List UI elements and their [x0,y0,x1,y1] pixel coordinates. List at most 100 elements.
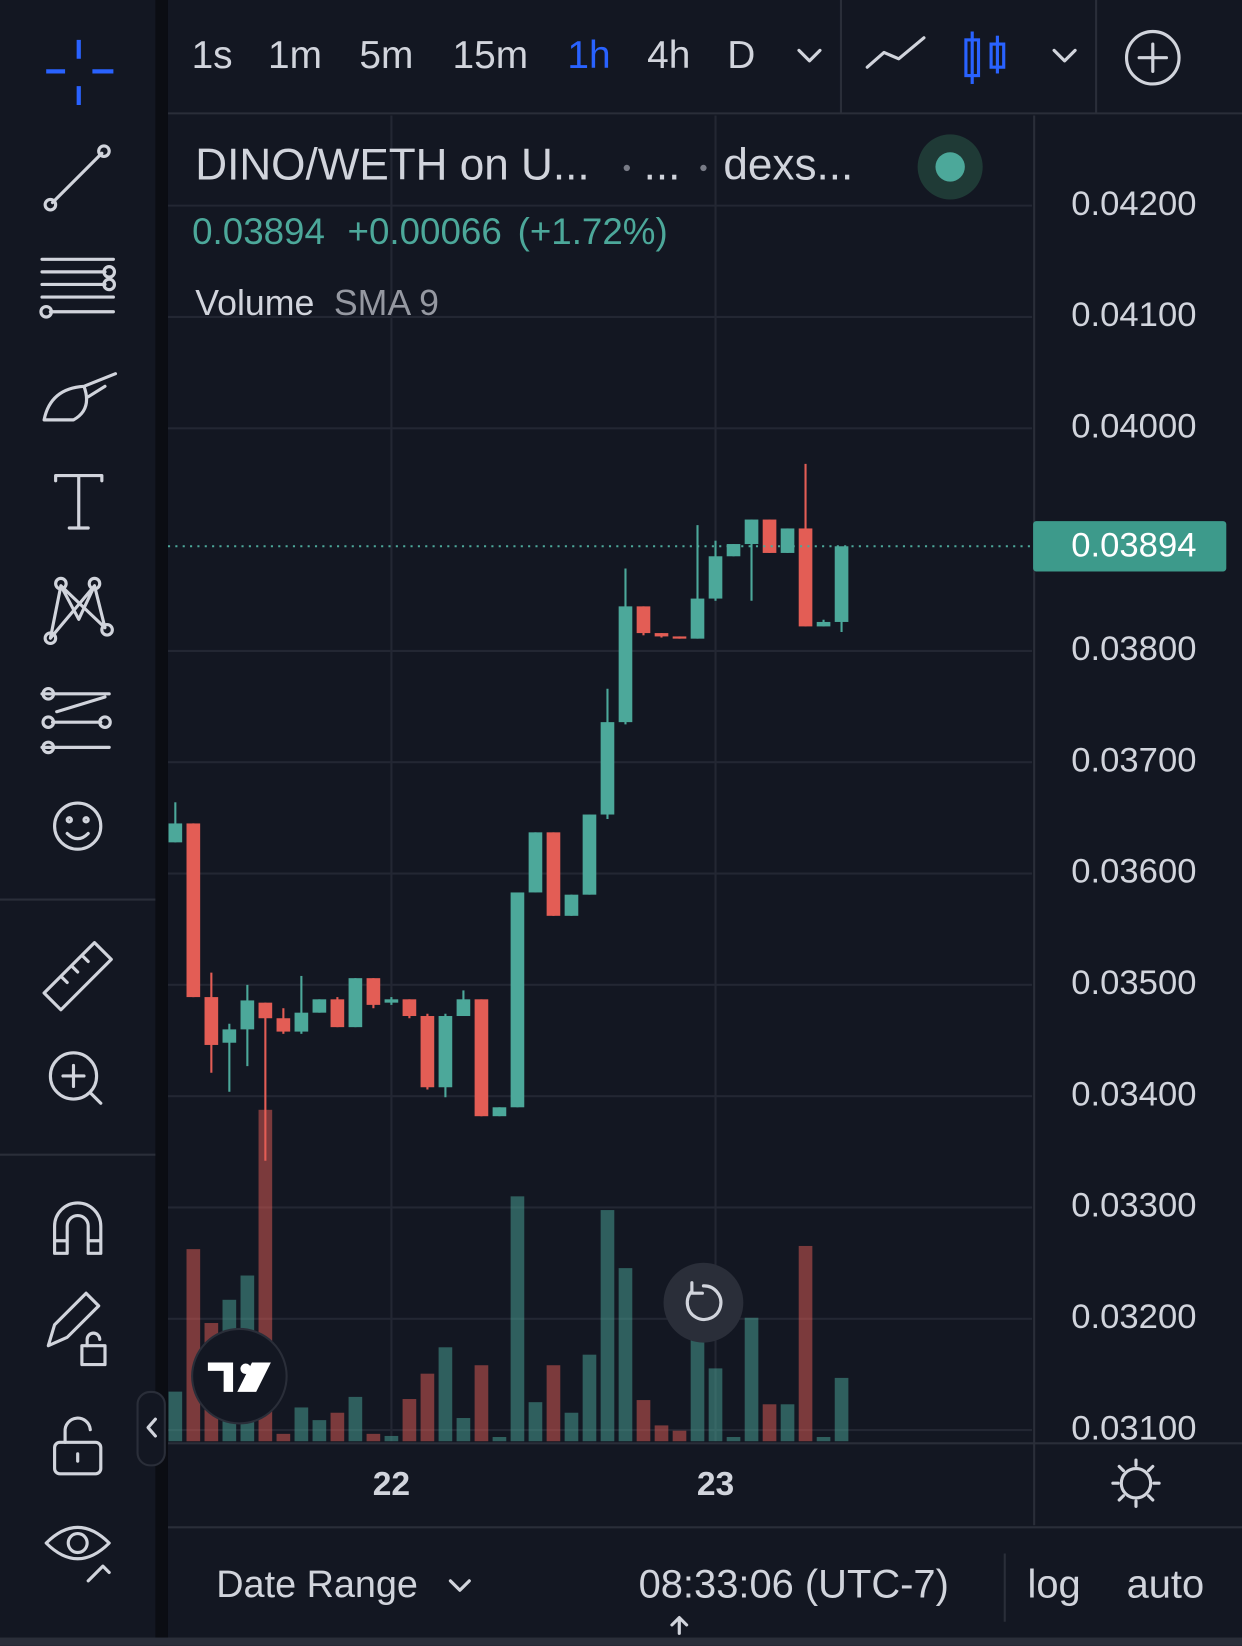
logo [207,1362,271,1392]
clock[interactable]: 08:33:06 (UTC-7) [639,1563,949,1607]
prediction-tool[interactable] [40,687,112,755]
volume-bar [168,1391,183,1442]
volume-bar [672,1430,687,1442]
price-tick-label: 0.04100 [1071,296,1196,334]
collapse-icon [146,1417,157,1438]
volume-bar [564,1412,579,1442]
candle-body [348,978,363,1028]
candle-body [366,978,381,1005]
volume-bar [816,1437,831,1442]
candle-body [546,832,561,916]
logo-button[interactable] [191,1327,288,1425]
indicator-name[interactable]: Volume [195,283,314,323]
volume-bar [510,1196,525,1442]
pattern-tool[interactable] [43,576,114,646]
interval-dropdown[interactable] [797,48,822,63]
emoji-tool[interactable] [53,801,103,851]
interval-button[interactable]: D [727,34,755,77]
settings-button[interactable] [1111,1458,1161,1508]
reset-icon [685,1281,723,1322]
trendline-tool[interactable] [43,144,111,212]
interval-button[interactable]: 1s [192,34,233,77]
candle-body [618,606,633,723]
collapse-toolbar-button[interactable] [136,1390,166,1467]
log-toggle[interactable]: log [1027,1563,1080,1607]
line-chart-button[interactable] [865,36,926,69]
volume-bar [546,1365,561,1442]
interval-button[interactable]: 4h [647,34,690,77]
last-price: 0.03894 [192,211,325,252]
brush-tool[interactable] [42,372,118,422]
dot [623,164,630,172]
volume-bar [312,1420,327,1442]
candle-body [654,633,669,637]
text-tool[interactable] [54,473,104,530]
date-range-button[interactable]: Date Range [216,1564,418,1606]
volume-bar [528,1402,543,1442]
add-button[interactable] [1124,29,1181,86]
price-tick-label: 0.03400 [1071,1075,1196,1113]
magnet-tool[interactable] [53,1201,103,1255]
candle-body [402,999,417,1017]
price-tick-label: 0.03600 [1071,853,1196,891]
chart-type-dropdown[interactable] [1052,48,1077,63]
price-tick-label: 0.03200 [1071,1298,1196,1336]
price-tick-label: 0.04200 [1071,185,1196,223]
fib-tool[interactable] [39,257,117,319]
candle-body [384,999,399,1003]
lock-tool[interactable] [53,1416,103,1476]
scroll-arrow [670,1616,689,1635]
volume-bar [186,1249,201,1442]
interval-button[interactable]: 1m [268,34,322,77]
candle-body [582,814,597,895]
candle-body [258,1002,273,1019]
candle-body [528,832,543,893]
candle-body [312,999,327,1013]
symbol-title[interactable]: DINO/WETH on U... [195,141,589,190]
last-price-badge [1033,521,1227,572]
crosshair-tool[interactable] [46,39,114,105]
candle-body [690,598,705,639]
candle-body [168,823,183,843]
date-range-chevron [448,1579,471,1592]
volume-bar [456,1418,471,1442]
price-tick-label: 0.03500 [1071,964,1196,1002]
candle-body [510,892,525,1108]
candle-chart-button[interactable] [964,31,1006,84]
volume-bar [834,1377,849,1442]
volume-bar [348,1396,363,1442]
interval-button[interactable]: 1h [567,34,610,77]
reset-button[interactable] [663,1262,744,1343]
candle-body [294,1012,309,1032]
volume-bar [330,1412,345,1442]
last-price-label: 0.03894 [1071,526,1196,564]
ruler-tool[interactable] [42,941,113,1012]
volume-bar [762,1404,777,1442]
candle-body [600,722,615,815]
volume-bar [582,1354,597,1442]
candle-body [636,606,651,634]
lock-drawings-tool[interactable] [46,1291,107,1367]
candle-body [564,894,579,916]
source-label: dexs... [723,141,853,190]
candle-body [240,1000,255,1030]
auto-toggle[interactable]: auto [1127,1563,1205,1607]
candle-body [726,544,741,557]
volume-bar [402,1399,417,1442]
interval-button[interactable]: 15m [453,34,529,77]
candle-body [186,823,201,998]
volume-bar [366,1433,381,1442]
volume-bar [276,1433,291,1442]
candle-body [276,1018,291,1032]
candle-body [744,519,759,545]
dot [700,164,707,172]
visibility-tool[interactable] [44,1525,111,1583]
zoom-tool[interactable] [48,1051,103,1105]
volume-bar [798,1245,813,1442]
volume-bar [438,1347,453,1442]
volume-bar [474,1365,489,1442]
candle-body [438,1016,453,1088]
indicator-params: SMA 9 [334,283,439,323]
interval-button[interactable]: 5m [359,34,413,77]
